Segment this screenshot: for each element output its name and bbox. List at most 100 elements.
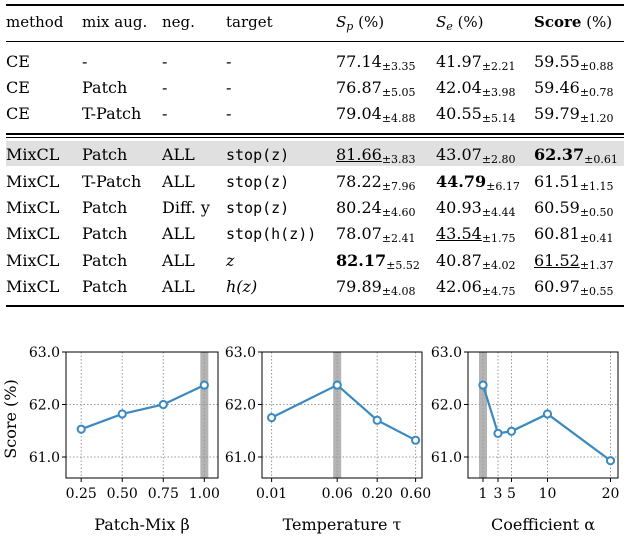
cell-sp: 78.07±2.41 [336, 224, 416, 249]
cell-se-value: 43.54 [436, 224, 482, 243]
cell-method: CE [6, 78, 30, 97]
cell-sp-value: 79.04 [336, 104, 382, 123]
cell-se-std: ±3.98 [481, 86, 516, 99]
cell-mix-aug: Patch [82, 78, 128, 97]
cell-sp-std: ±4.88 [381, 112, 416, 125]
cell-score: 61.51±1.15 [534, 172, 614, 197]
cell-score-std: ±1.15 [579, 180, 614, 193]
data-point [267, 413, 277, 423]
bottom-rule [6, 305, 624, 307]
cell-sp: 76.87±5.05 [336, 78, 416, 103]
cell-se-value: 40.93 [436, 198, 482, 217]
data-point [605, 456, 616, 466]
y-tick-label: 61.0 [431, 450, 462, 466]
cell-se-std: ±2.21 [481, 60, 516, 73]
x-tick-label: 0.60 [400, 486, 431, 502]
cell-sp-std: ±7.96 [381, 180, 416, 193]
header-se: Se (%) [436, 13, 484, 33]
cell-sp-std: ±3.35 [381, 60, 416, 73]
cell-mix-aug: Patch [82, 251, 128, 270]
cell-score-std: ±0.78 [579, 86, 614, 99]
cell-sp-value: 76.87 [336, 78, 382, 97]
cell-score-value: 60.59 [534, 198, 580, 217]
cell-sp-std: ±3.83 [381, 153, 416, 166]
cell-method: MixCL [6, 224, 60, 243]
y-tick-label: 62.0 [29, 398, 60, 414]
data-point [478, 380, 488, 390]
cell-mix-aug: Patch [82, 224, 128, 243]
cell-target: z [226, 251, 235, 270]
cell-sp-value: 79.89 [336, 277, 382, 296]
plot-frame [65, 351, 219, 479]
cell-mix-aug: Patch [82, 198, 128, 217]
top-rule [6, 4, 624, 6]
y-tick-label: 61.0 [29, 450, 60, 466]
cell-target: - [226, 104, 232, 123]
charts-svg: 63.0 62.0 61.0 0.25 0.50 0.75 1.00 Patch-Mix β S… [1, 345, 619, 534]
cell-mix-aug: T-Patch [82, 104, 142, 123]
cell-neg: - [162, 52, 168, 71]
cell-se-std: ±4.02 [481, 259, 516, 272]
cell-sp-value: 82.17 [336, 251, 387, 270]
cell-se: 40.93±4.44 [436, 198, 516, 223]
x-axis-label: Coefficient α [491, 515, 595, 534]
cell-mix-aug: T-Patch [82, 172, 142, 191]
cell-score-value: 59.46 [534, 78, 580, 97]
data-point [199, 380, 209, 390]
cell-score-std: ±1.20 [579, 112, 614, 125]
cell-mix-aug: Patch [82, 145, 128, 164]
cell-se-std: ±5.14 [481, 112, 516, 125]
x-tick-label: 0.01 [256, 486, 287, 502]
plot-frame [261, 351, 423, 479]
cell-neg: ALL [162, 172, 195, 191]
header-target: target [226, 13, 273, 31]
score-line [271, 383, 417, 442]
cell-method: CE [6, 104, 30, 123]
cell-target: stop(z) [226, 173, 290, 191]
data-point [76, 424, 86, 434]
x-tick-label: 1.00 [189, 486, 220, 502]
header-mix-aug: mix aug. [82, 13, 148, 31]
cell-sp: 78.22±7.96 [336, 172, 416, 197]
cell-score: 60.97±0.55 [534, 277, 614, 302]
cell-method: MixCL [6, 251, 60, 270]
cell-se-value: 43.07 [436, 145, 482, 164]
cell-sp-value: 78.22 [336, 172, 382, 191]
header-score: Score (%) [534, 13, 613, 31]
cell-neg: Diff. y [162, 198, 210, 217]
cell-sp: 79.04±4.88 [336, 104, 416, 129]
cell-se-value: 44.79 [436, 172, 487, 191]
cell-score: 60.81±0.41 [534, 224, 614, 249]
cell-target: stop(h(z)) [226, 225, 317, 243]
cell-se: 41.97±2.21 [436, 52, 516, 77]
data-point [117, 409, 127, 419]
cell-target: - [226, 78, 232, 97]
data-point [411, 435, 421, 445]
y-axis-label: Score (%) [1, 379, 20, 458]
cell-score: 60.59±0.50 [534, 198, 614, 223]
cell-score-std: ±0.61 [584, 153, 618, 166]
cell-sp-value: 78.07 [336, 224, 382, 243]
header-sp: Sp (%) [336, 13, 385, 33]
cell-target: stop(z) [226, 146, 290, 164]
cell-sp: 82.17±5.52 [336, 251, 420, 276]
cell-target: stop(z) [226, 199, 290, 217]
cell-se-value: 41.97 [436, 52, 482, 71]
cell-sp-value: 81.66 [336, 145, 382, 164]
cell-score-value: 59.55 [534, 52, 580, 71]
cell-method: CE [6, 52, 30, 71]
cell-se-std: ±1.75 [481, 232, 516, 245]
cell-se-value: 42.04 [436, 78, 482, 97]
cell-sp: 80.24±4.60 [336, 198, 416, 223]
plot-frame [467, 351, 619, 479]
cell-neg: - [162, 104, 168, 123]
score-line [80, 384, 205, 431]
cell-mix-aug: Patch [82, 277, 128, 296]
cell-se-std: ±4.75 [481, 285, 516, 298]
data-point [493, 428, 503, 438]
cell-sp-std: ±5.05 [381, 86, 416, 99]
cell-sp: 77.14±3.35 [336, 52, 416, 77]
cell-score: 62.37±0.61 [534, 145, 618, 170]
cell-sp-value: 80.24 [336, 198, 382, 217]
cell-score: 59.79±1.20 [534, 104, 614, 129]
